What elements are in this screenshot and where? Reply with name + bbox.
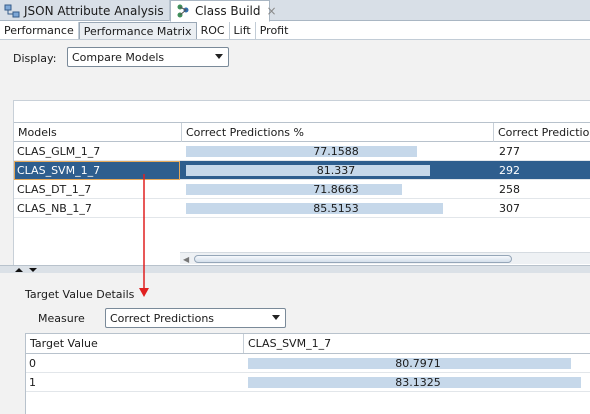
scroll-left-icon[interactable]: ◀ [183, 255, 190, 264]
tab-label: JSON Attribute Analysis [24, 3, 164, 18]
table-row[interactable]: 0 80.7971 [26, 354, 590, 373]
model-name-cell: CLAS_SVM_1_7 [14, 161, 180, 180]
tab-lift[interactable]: Lift [230, 22, 256, 39]
value-bar [248, 377, 581, 388]
chevron-down-icon [272, 315, 280, 320]
table-row[interactable]: CLAS_GLM_1_7 77.1588 277 [14, 142, 590, 161]
table-row[interactable]: 1 83.1325 [26, 373, 590, 392]
model-name-cell: CLAS_GLM_1_7 [17, 145, 101, 158]
table-header: Target Value CLAS_SVM_1_7 [26, 334, 590, 354]
display-select-value: Compare Models [72, 50, 165, 64]
table-header: Models Correct Predictions % Correct Pre… [14, 122, 590, 142]
measure-select[interactable]: Correct Predictions [105, 308, 286, 328]
table-row[interactable]: CLAS_SVM_1_7 81.337 292 [14, 161, 590, 180]
measure-label: Measure [38, 312, 85, 325]
model-name-cell: CLAS_NB_1_7 [17, 202, 92, 215]
count-cell: 277 [499, 145, 520, 158]
column-header-target-value[interactable]: Target Value [26, 334, 244, 353]
display-select[interactable]: Compare Models [67, 47, 229, 67]
tab-performance-matrix[interactable]: Performance Matrix [78, 22, 197, 39]
count-cell: 307 [499, 202, 520, 215]
pct-bar [186, 165, 430, 176]
workflow-icon [4, 3, 20, 19]
models-table: Models Correct Predictions % Correct Pre… [13, 100, 590, 265]
horizontal-scrollbar[interactable]: ◀ [180, 252, 590, 264]
column-header-correct-predictions[interactable]: Correct Predictions [498, 126, 590, 139]
pct-value: 71.8663 [313, 183, 359, 196]
target-value-cell: 1 [29, 376, 36, 389]
table-row[interactable]: CLAS_NB_1_7 85.5153 307 [14, 199, 590, 218]
chevron-down-icon [215, 54, 223, 59]
value-text: 80.7971 [395, 357, 441, 370]
performance-matrix-panel: Display: Compare Models Models Correct P… [0, 40, 590, 265]
pct-value: 77.1588 [313, 145, 359, 158]
close-icon[interactable]: × [266, 4, 277, 18]
tab-profit[interactable]: Profit [259, 24, 289, 37]
target-value-table: Target Value CLAS_SVM_1_7 0 80.7971 1 83… [25, 333, 590, 414]
pct-value: 81.337 [316, 164, 356, 177]
column-header-model[interactable]: CLAS_SVM_1_7 [248, 337, 332, 350]
panel-splitter[interactable] [0, 265, 590, 273]
section-title: Target Value Details [25, 288, 135, 301]
tab-label: Class Build [195, 4, 261, 18]
tab-json-attribute-analysis[interactable]: JSON Attribute Analysis [0, 0, 170, 21]
class-build-icon [175, 3, 191, 19]
pct-bar [186, 146, 417, 157]
target-value-details-panel: Target Value Details Measure Correct Pre… [0, 273, 590, 414]
expand-up-icon[interactable] [15, 268, 23, 272]
tab-performance[interactable]: Performance [0, 22, 79, 39]
scrollbar-thumb[interactable] [194, 255, 512, 263]
display-label: Display: [13, 52, 57, 65]
collapse-down-icon[interactable] [29, 268, 37, 272]
measure-select-value: Correct Predictions [110, 311, 215, 325]
tab-roc[interactable]: ROC [197, 22, 230, 39]
pct-bar [186, 203, 443, 214]
column-header-correct-predictions-pct[interactable]: Correct Predictions % [182, 123, 494, 142]
value-bar [248, 358, 571, 369]
tab-class-build[interactable]: Class Build × [170, 0, 277, 22]
model-name-cell: CLAS_DT_1_7 [17, 183, 92, 196]
column-header-models[interactable]: Models [14, 123, 182, 142]
pct-value: 85.5153 [313, 202, 359, 215]
editor-tab-bar: JSON Attribute Analysis Class Build × [0, 0, 590, 22]
result-sub-tabs: Performance Performance Matrix ROC Lift … [0, 22, 590, 40]
value-text: 83.1325 [395, 376, 441, 389]
target-value-cell: 0 [29, 357, 36, 370]
table-row[interactable]: CLAS_DT_1_7 71.8663 258 [14, 180, 590, 199]
count-cell: 258 [499, 183, 520, 196]
count-cell: 292 [499, 164, 520, 177]
pct-bar [186, 184, 402, 195]
